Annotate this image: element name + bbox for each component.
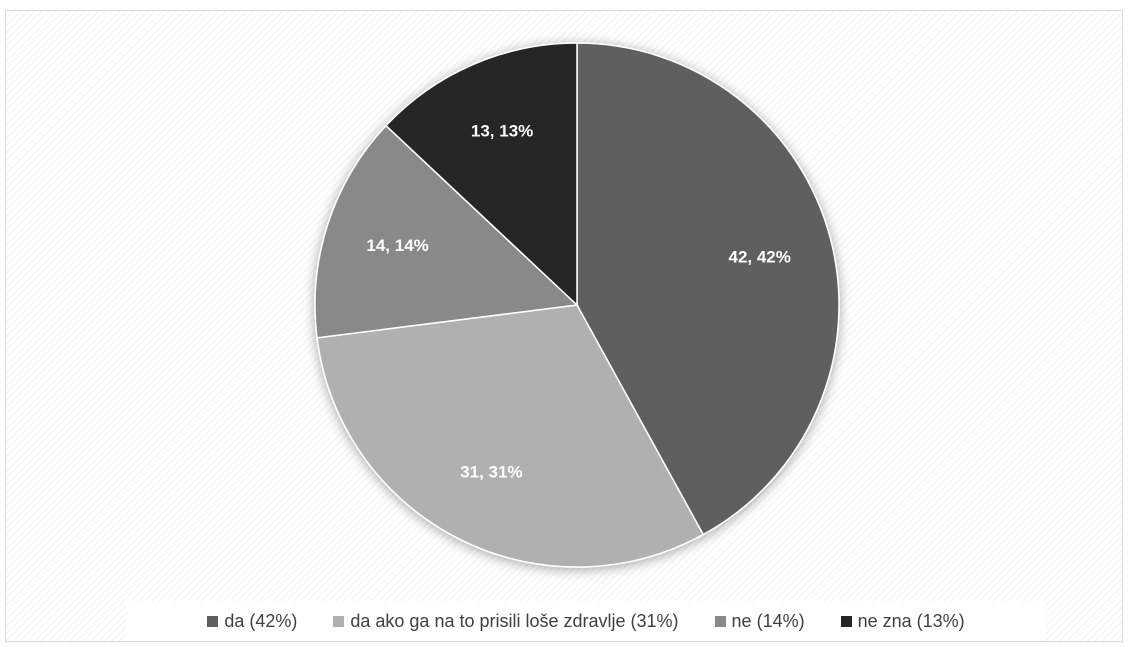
legend-swatch [714,615,726,627]
legend-item-ne-zna: ne zna (13%) [840,610,965,632]
slice-data-label-2: 14, 14% [366,236,428,255]
legend: da (42%) da ako ga na to prisili loše zd… [126,601,1046,641]
legend-item-ne: ne (14%) [714,610,805,632]
pie-slice-1 [316,304,705,568]
legend-swatch [333,615,345,627]
legend-label: ne (14%) [731,610,805,631]
pie-slice-2 [314,124,579,339]
slice-data-label-3: 13, 13% [471,121,533,140]
chart-area: 42, 42% 31, 31% 14, 14% 13, 13% da (42%) da… [5,10,1123,642]
legend-swatch [207,615,219,627]
pie-slice-3 [384,42,578,307]
slice-data-label-0: 42, 42% [729,248,791,267]
legend-label: ne zna (13%) [857,610,965,631]
legend-label: da ako ga na to prisili loše zdravlje (3… [350,610,679,631]
slice-data-label-1: 31, 31% [460,463,522,482]
legend-swatch [840,615,852,627]
legend-label: da (42%) [224,610,298,631]
pie-chart: 42, 42% 31, 31% 14, 14% 13, 13% [314,42,840,568]
legend-item-da: da (42%) [207,611,297,632]
legend-item-da-ako: da ako ga na to prisili loše zdravlje (3… [333,610,679,632]
pie-slice-0 [576,42,840,536]
